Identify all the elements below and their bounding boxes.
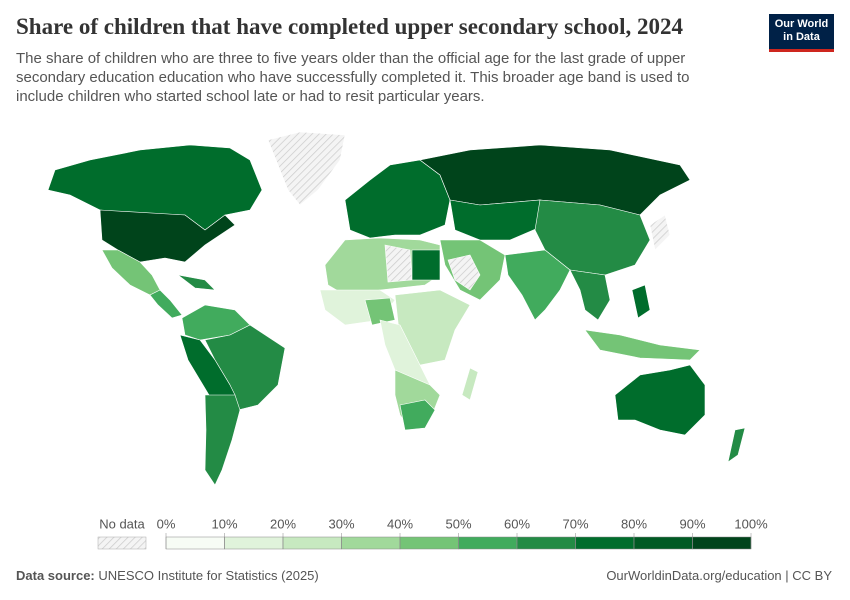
legend-tick-label: 10%: [211, 516, 237, 531]
canada[interactable]: [47, 144, 263, 231]
legend-bin[interactable]: [399, 536, 459, 550]
legend-bin[interactable]: [165, 536, 225, 550]
legend-bin[interactable]: [458, 536, 518, 550]
footer-url[interactable]: OurWorldinData.org/education | CC BY: [606, 568, 832, 583]
no-data-label[interactable]: No data: [99, 516, 145, 531]
libya-no-data[interactable]: [384, 244, 413, 283]
legend-tick-label: 40%: [387, 516, 413, 531]
legend-tick-label: 20%: [270, 516, 296, 531]
europe[interactable]: [344, 159, 451, 239]
legend-tick-label: 30%: [328, 516, 354, 531]
source: Data source: UNESCO Institute for Statis…: [16, 568, 319, 583]
legend-tick-label: 0%: [157, 516, 176, 531]
legend-bin[interactable]: [282, 536, 342, 550]
southern-cone[interactable]: [204, 394, 241, 486]
egypt[interactable]: [411, 249, 441, 281]
legend-tick-label: 50%: [445, 516, 471, 531]
madagascar[interactable]: [461, 367, 479, 401]
caribbean[interactable]: [177, 274, 216, 291]
logo[interactable]: Our World in Data: [769, 14, 834, 52]
central-asia[interactable]: [449, 199, 546, 241]
legend-bin[interactable]: [692, 536, 752, 550]
legend: No data 0% 10% 20% 30% 40% 50% 60% 70% 80% 90% 100…: [97, 516, 768, 550]
legend-bin[interactable]: [341, 536, 401, 550]
legend-tick-label: 90%: [679, 516, 705, 531]
south-africa[interactable]: [399, 399, 436, 431]
source-text[interactable]: UNESCO Institute for Statistics (2025): [98, 568, 319, 583]
usa[interactable]: [99, 209, 236, 263]
china[interactable]: [534, 199, 651, 276]
legend-bin[interactable]: [224, 536, 284, 550]
legend-tick-label: 70%: [562, 516, 588, 531]
no-data-swatch[interactable]: [97, 536, 147, 550]
legend-tick-label: 60%: [504, 516, 530, 531]
legend-tick-label: 80%: [621, 516, 647, 531]
india[interactable]: [504, 249, 571, 321]
legend-bin[interactable]: [516, 536, 576, 550]
greenland[interactable]: [267, 131, 346, 206]
subtitle: The share of children who are three to f…: [16, 50, 690, 105]
logo-text[interactable]: in Data: [783, 31, 820, 43]
legend-bin[interactable]: [633, 536, 693, 550]
world-map: [47, 131, 746, 486]
japan[interactable]: [649, 214, 671, 251]
title: Share of children that have completed up…: [16, 14, 684, 39]
southeast-asia[interactable]: [569, 269, 611, 321]
logo-text[interactable]: Our World: [774, 18, 829, 30]
nigeria[interactable]: [364, 297, 396, 326]
arabia-no-data[interactable]: [447, 254, 481, 291]
legend-bin[interactable]: [575, 536, 635, 550]
legend-tick-label: 100%: [734, 516, 768, 531]
new-zealand[interactable]: [727, 427, 746, 463]
philippines[interactable]: [631, 284, 651, 319]
indonesia[interactable]: [584, 329, 701, 361]
central-america[interactable]: [149, 289, 183, 319]
australia[interactable]: [614, 364, 706, 436]
source-label: Data source:: [16, 568, 95, 583]
